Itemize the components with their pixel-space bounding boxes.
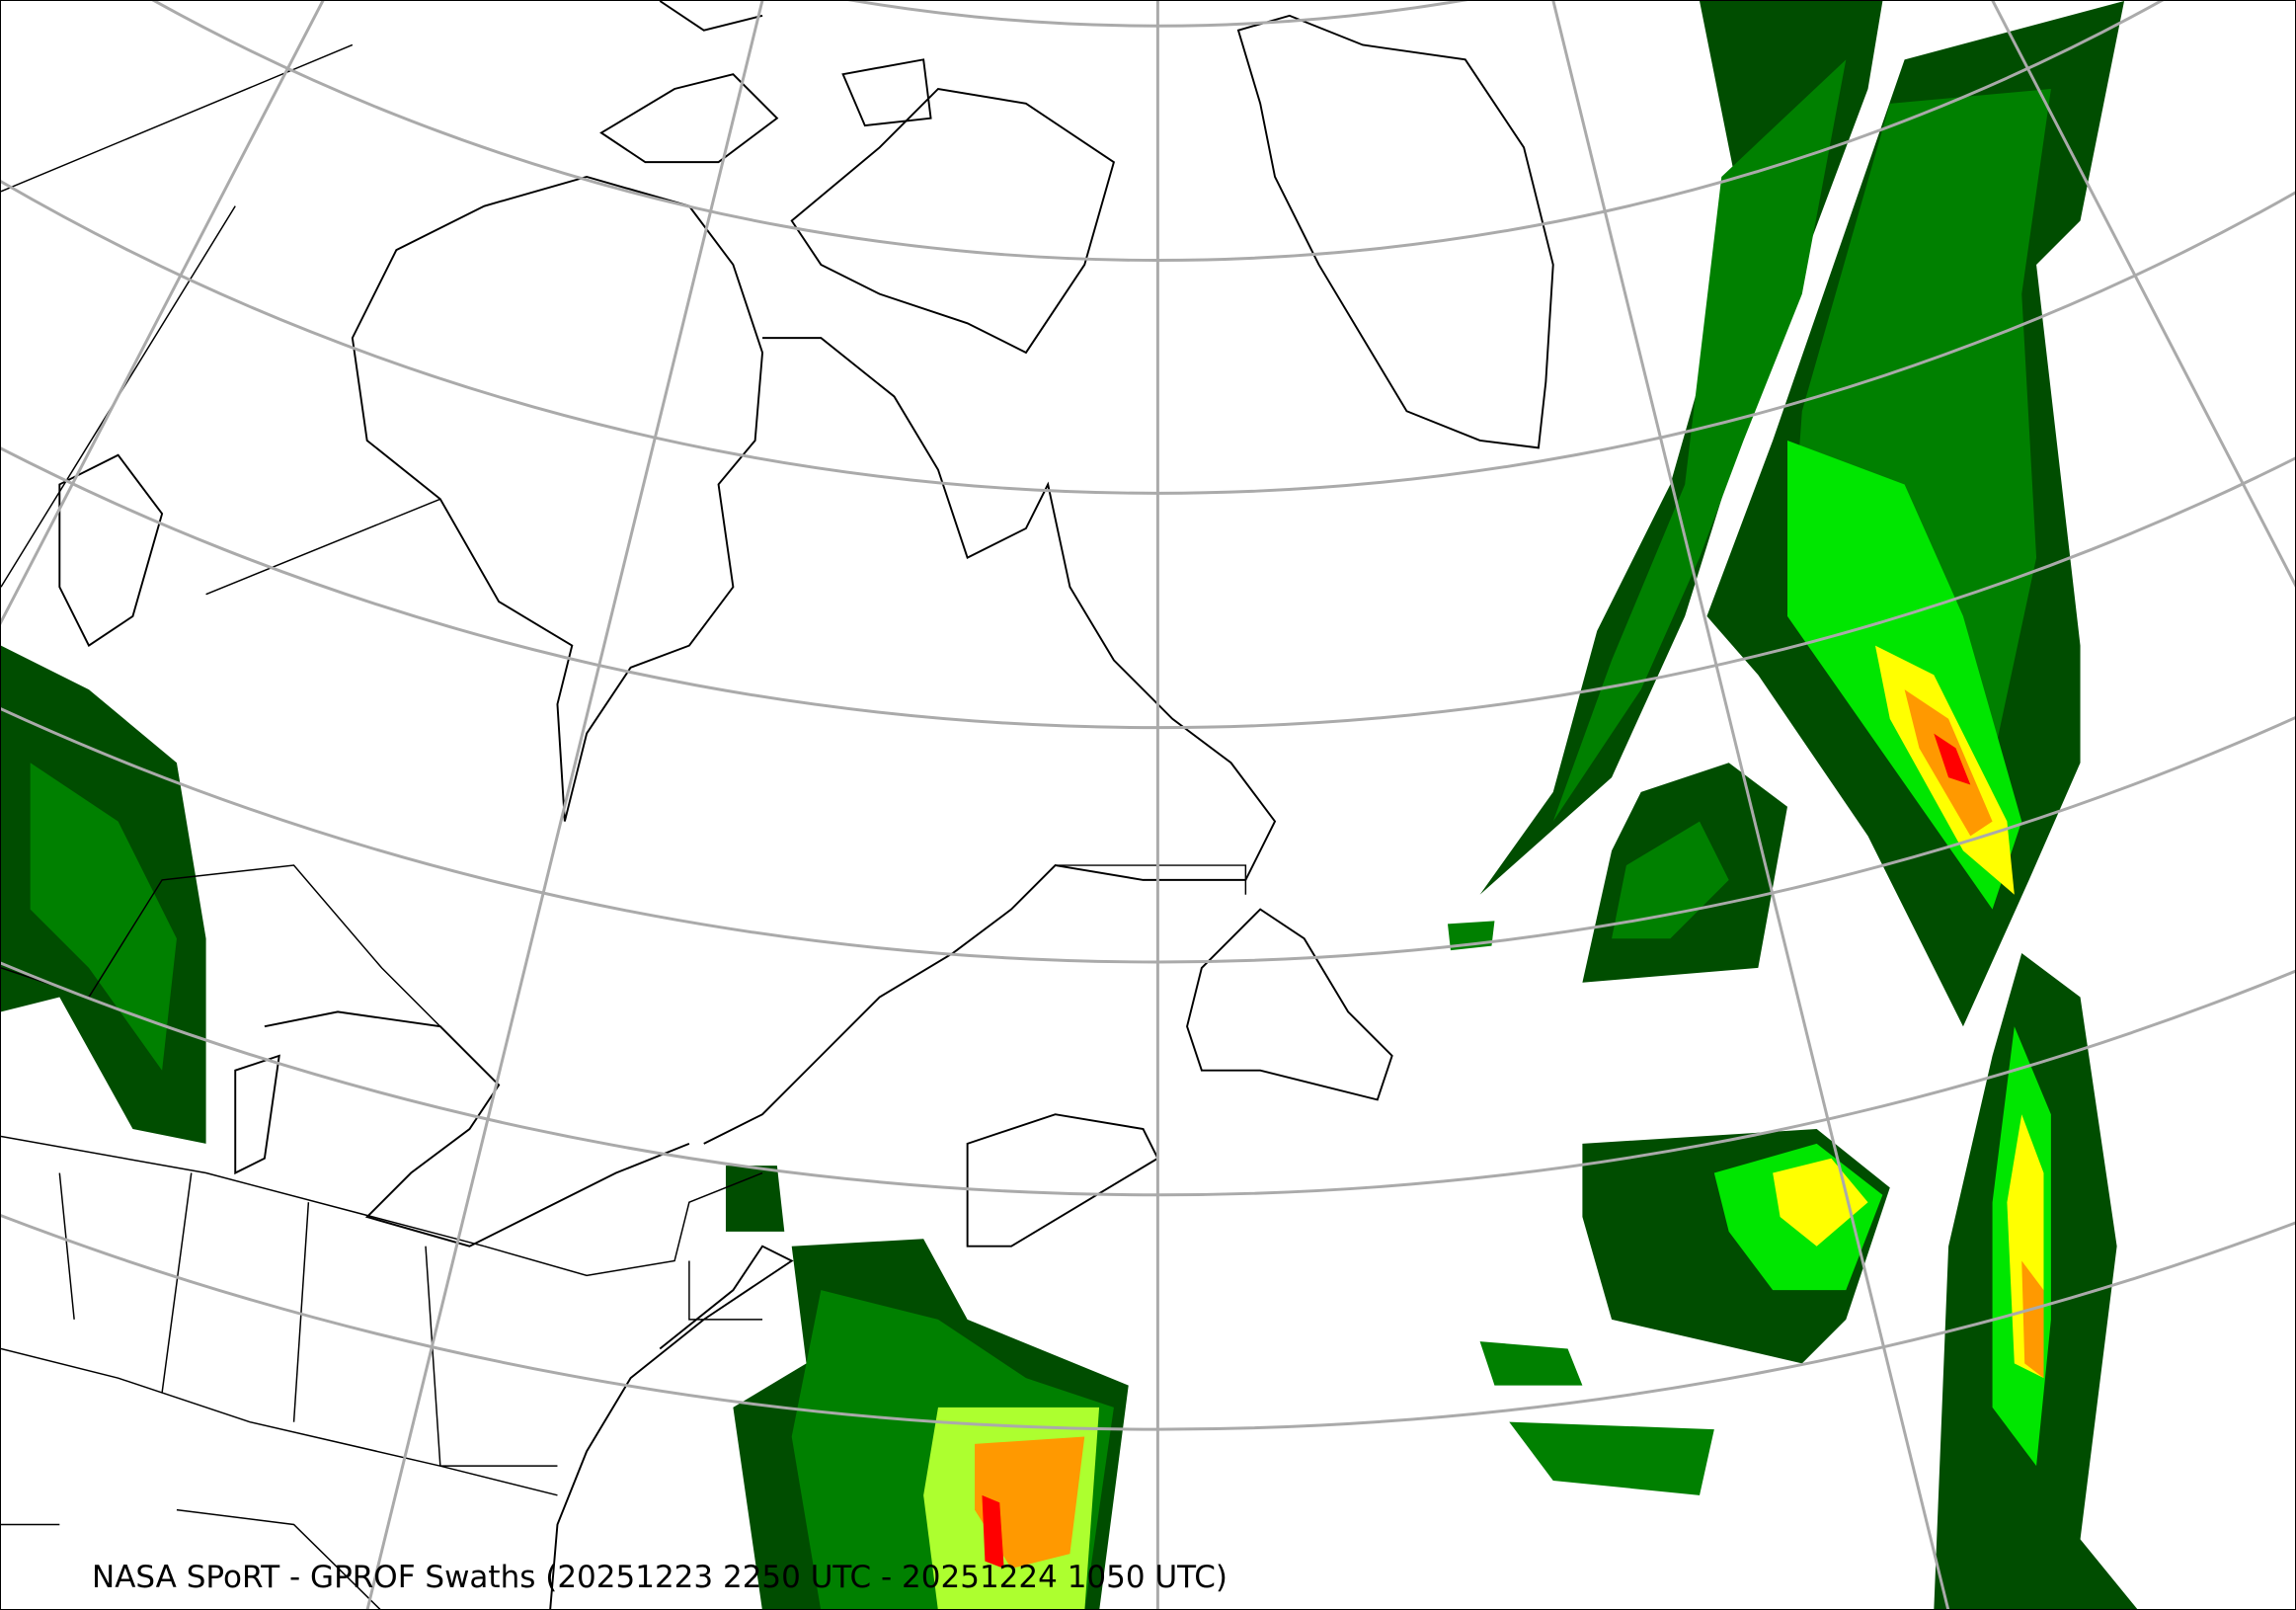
swath-left-inner (30, 763, 177, 1071)
us-state-borders (1, 1135, 763, 1609)
swath-bottom-center-red (982, 1494, 1004, 1569)
west-coast-islands (58, 453, 164, 648)
meridian-line (1551, 1, 1950, 1609)
precipitation-swaths (1, 1, 2138, 1609)
swath-ne-left-inner (1552, 59, 1847, 822)
nova-scotia-coast (966, 1113, 1159, 1248)
newfoundland-coast (1186, 908, 1393, 1101)
great-lakes (234, 1010, 690, 1248)
swath-blob-atlantic (1479, 1341, 1583, 1386)
coastlines (58, 1, 1554, 1609)
arctic-islands (599, 1, 932, 164)
province-borders (1, 43, 1247, 895)
greenland-coast (1236, 14, 1554, 449)
swath-ne-red (1934, 733, 1971, 785)
labrador-quebec-coast (703, 337, 1277, 1145)
baffin-island-coast (790, 87, 1116, 355)
swath-bottom-center-orange (975, 1436, 1085, 1569)
map-caption: NASA SPoRT - GPROF Swaths (20251223 2250… (92, 1560, 1227, 1595)
swath-blob-atlantic-2 (1509, 1421, 1714, 1495)
meridian-line (365, 1, 764, 1609)
swath-lower-right-orange (2021, 1260, 2044, 1379)
hudson-bay-coast (351, 175, 764, 822)
parallel-line (848, 1, 1467, 28)
